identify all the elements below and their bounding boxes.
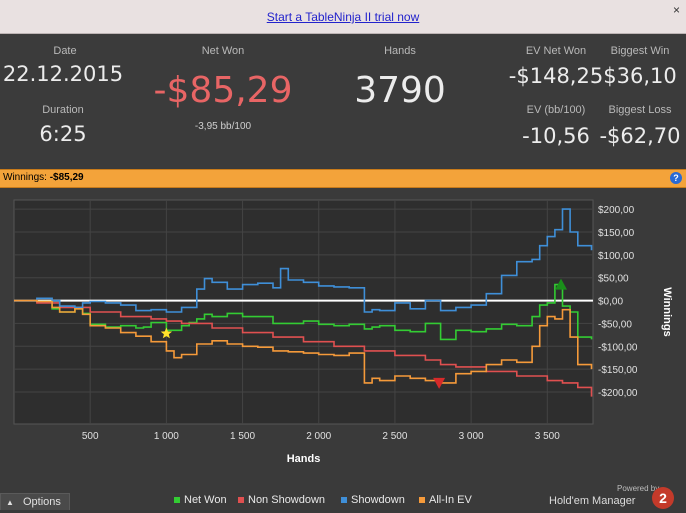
x-tick-label: 1 000 [154, 431, 179, 442]
legend-swatch [341, 497, 347, 504]
ev-bb100-value: -10,56 [522, 124, 590, 148]
y-tick-label: $50,00 [598, 274, 629, 285]
series-line-showdown [14, 208, 593, 313]
hands-label: Hands [384, 45, 416, 57]
legend-label: Non Showdown [248, 494, 326, 506]
y-tick-label: $0,00 [598, 297, 623, 308]
hem-logo-icon: 2 [652, 487, 674, 509]
legend-item-showdown[interactable]: Showdown [341, 494, 405, 506]
x-tick-label: 2 500 [382, 431, 407, 442]
options-label: Options [23, 496, 61, 508]
legend-swatch [238, 497, 244, 504]
close-icon[interactable]: × [672, 3, 680, 17]
series-line-all-in-ev [14, 299, 593, 384]
biggest-win-value: $36,10 [603, 64, 677, 88]
marker-triangle-down [433, 377, 446, 389]
duration-value: 6:25 [39, 122, 87, 146]
options-button[interactable]: ▲ Options [0, 493, 70, 510]
legend-swatch [419, 497, 425, 504]
winnings-chart-svg: 500 1 000 1 500 2 000 2 500 3 000 3 500 $200,00… [13, 199, 673, 465]
legend-swatch [174, 497, 180, 504]
net-won-value: -$85,29 [153, 70, 293, 111]
ev-bb100-label: EV (bb/100) [526, 104, 586, 116]
y-tick-label: -$200,00 [598, 388, 638, 399]
net-won-label: Net Won [201, 45, 245, 57]
x-tick-label: 3 000 [459, 431, 484, 442]
y-tick-label: -$100,00 [598, 342, 638, 353]
trial-link[interactable]: Start a TableNinja II trial now [266, 10, 420, 24]
legend-item-non-showdown[interactable]: Non Showdown [238, 494, 325, 506]
y-tick-label: $100,00 [598, 251, 635, 262]
biggest-win-label: Biggest Win [610, 45, 670, 57]
winnings-label: Winnings: [3, 172, 47, 183]
winnings-summary: Winnings: -$85,29 [3, 172, 84, 183]
legend-label: Net Won [184, 494, 227, 506]
powered-by-label: Powered by [617, 484, 660, 493]
series-line-non-showdown [14, 299, 593, 397]
marker-star [160, 327, 173, 339]
y-axis-title: Winnings [661, 287, 673, 336]
legend-label: Showdown [351, 494, 405, 506]
y-tick-label: -$50,00 [598, 319, 632, 330]
date-value: 22.12.2015 [2, 62, 124, 86]
y-tick-label: -$150,00 [598, 365, 638, 376]
duration-label: Duration [42, 104, 84, 116]
marker-triangle-up [555, 278, 568, 290]
series-line-net-won [14, 283, 593, 341]
biggest-loss-value: -$62,70 [599, 124, 681, 148]
legend-label: All-In EV [429, 494, 472, 506]
y-tick-label: $200,00 [598, 205, 635, 216]
date-label: Date [53, 45, 77, 57]
x-tick-label: 3 500 [535, 431, 560, 442]
options-arrow-icon: ▲ [6, 498, 14, 507]
winnings-bar: Winnings: -$85,29 ? [0, 169, 686, 188]
legend-item-all-in-ev[interactable]: All-In EV [419, 494, 472, 506]
x-tick-label: 500 [82, 431, 99, 442]
biggest-loss-label: Biggest Loss [608, 104, 672, 116]
ev-net-won-value: -$148,25 [508, 64, 604, 88]
session-stats-panel: Date 22.12.2015 Duration 6:25 Net Won -$… [0, 34, 686, 168]
brand-name: Hold'em Manager [549, 495, 636, 507]
legend-item-net-won[interactable]: Net Won [174, 494, 227, 506]
trial-banner: Start a TableNinja II trial now × [0, 0, 686, 34]
x-tick-label: 1 500 [230, 431, 255, 442]
help-icon[interactable]: ? [670, 172, 682, 184]
y-tick-label: $150,00 [598, 228, 635, 239]
winnings-value: -$85,29 [49, 172, 84, 183]
net-won-bb100: -3,95 bb/100 [194, 121, 252, 132]
ev-net-won-label: EV Net Won [525, 45, 587, 57]
x-tick-label: 2 000 [306, 431, 331, 442]
hands-value: 3790 [354, 70, 446, 111]
x-axis-title: Hands [287, 453, 321, 465]
winnings-chart: 500 1 000 1 500 2 000 2 500 3 000 3 500 $200,00… [0, 188, 686, 509]
